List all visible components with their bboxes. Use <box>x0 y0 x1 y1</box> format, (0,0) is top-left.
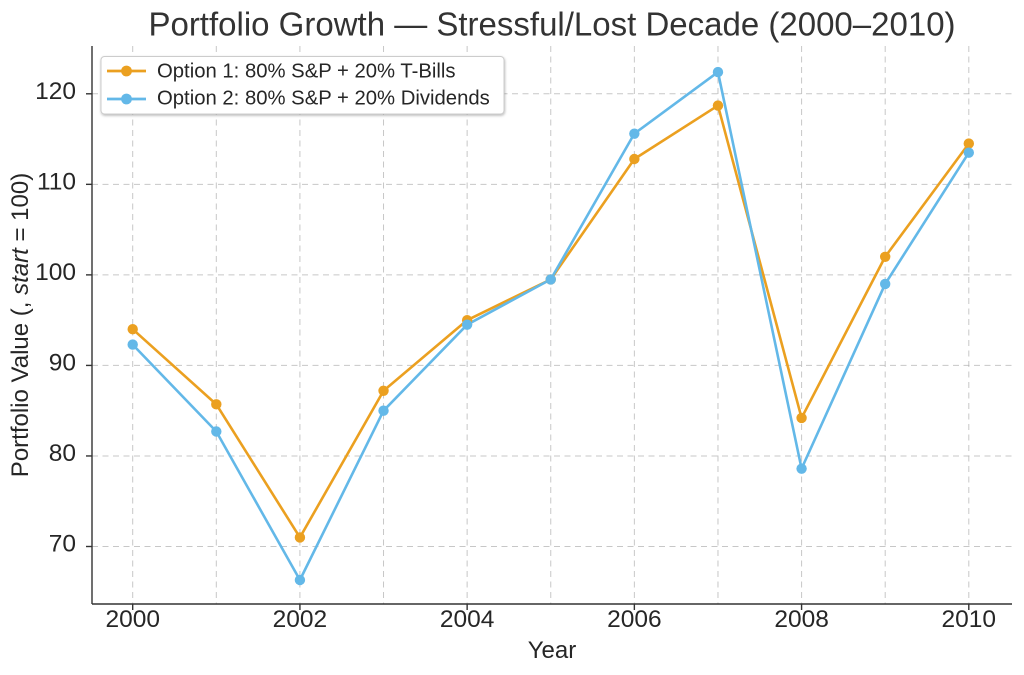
svg-text:80: 80 <box>49 440 76 467</box>
svg-text:Portfolio Growth — Stressful/L: Portfolio Growth — Stressful/Lost Decade… <box>148 6 955 43</box>
svg-text:120: 120 <box>35 78 76 105</box>
svg-text:2000: 2000 <box>105 606 160 633</box>
svg-text:2002: 2002 <box>273 606 328 633</box>
svg-text:Portfolio Value (, start = 100: Portfolio Value (, start = 100) <box>7 173 34 477</box>
svg-text:Option 1: 80% S&P + 20% T-Bill: Option 1: 80% S&P + 20% T-Bills <box>157 61 456 83</box>
svg-text:2006: 2006 <box>607 606 662 633</box>
svg-text:110: 110 <box>37 168 76 195</box>
svg-text:90: 90 <box>49 349 76 376</box>
svg-text:Option 2: 80% S&P + 20% Divide: Option 2: 80% S&P + 20% Dividends <box>157 88 490 110</box>
svg-text:2010: 2010 <box>942 606 997 633</box>
svg-text:70: 70 <box>49 531 76 558</box>
svg-text:Year: Year <box>528 637 577 664</box>
svg-text:2008: 2008 <box>774 606 829 633</box>
svg-text:2004: 2004 <box>440 606 495 633</box>
svg-text:100: 100 <box>35 259 76 286</box>
